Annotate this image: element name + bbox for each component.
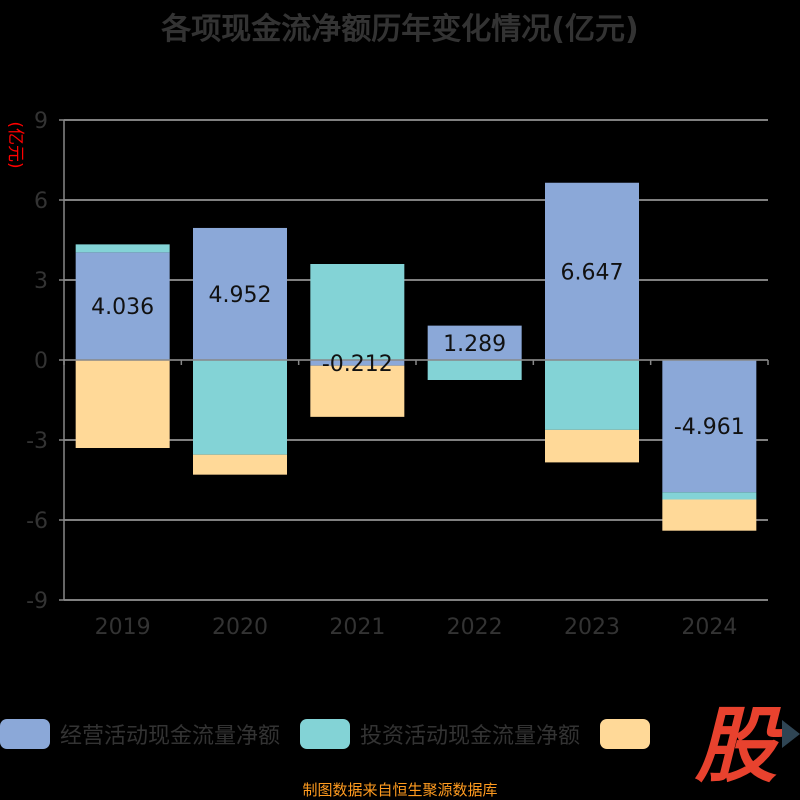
data-label-2022: 1.289 xyxy=(443,332,506,357)
bar-investing-2024[interactable] xyxy=(662,492,757,500)
bar-operating-2024[interactable] xyxy=(662,360,757,493)
y-tick-label: 6 xyxy=(34,189,48,214)
data-label-2019: 4.036 xyxy=(91,295,154,320)
x-tick-label-2022: 2022 xyxy=(447,615,503,640)
bar-operating-2022[interactable] xyxy=(427,325,522,360)
bar-investing-2022[interactable] xyxy=(427,360,522,380)
y-tick-label: 3 xyxy=(34,269,48,294)
legend-label-investing: 投资活动现金流量净额 xyxy=(360,724,581,749)
bar-investing-2021[interactable] xyxy=(310,264,405,360)
bar-operating-2023[interactable] xyxy=(545,182,639,360)
bar-investing-2023[interactable] xyxy=(545,360,639,430)
legend-swatch-operating xyxy=(0,719,50,749)
x-tick-label-2021: 2021 xyxy=(329,615,385,640)
legend: 经营活动现金流量净额 投资活动现金流量净额 xyxy=(0,716,680,752)
gupiao-logo-icon: 股 xyxy=(694,700,782,788)
bar-investing-2019[interactable] xyxy=(75,244,170,253)
y-tick-label: 0 xyxy=(34,349,48,374)
bar-financing-2023[interactable] xyxy=(545,429,639,463)
x-tick-label-2020: 2020 xyxy=(212,615,268,640)
bar-operating-2021[interactable] xyxy=(310,360,405,366)
data-label-2024: -4.961 xyxy=(674,415,745,440)
bar-financing-2024[interactable] xyxy=(662,499,757,531)
legend-item-financing[interactable] xyxy=(600,719,660,749)
bar-financing-2019[interactable] xyxy=(75,360,170,448)
bar-operating-2020[interactable] xyxy=(193,227,287,360)
legend-item-investing[interactable]: 投资活动现金流量净额 xyxy=(300,718,580,750)
data-label-2020: 4.952 xyxy=(209,283,272,308)
y-tick-label: -6 xyxy=(26,509,48,534)
bar-operating-2019[interactable] xyxy=(75,252,170,360)
chart-title: 各项现金流净额历年变化情况(亿元) xyxy=(161,12,639,47)
y-tick-label: 9 xyxy=(34,109,48,134)
y-tick-label: -3 xyxy=(26,429,48,454)
source-note: 制图数据来自恒生聚源数据库 xyxy=(302,781,498,799)
legend-label-operating: 经营活动现金流量净额 xyxy=(60,724,281,749)
y-axis-label: (亿元) xyxy=(5,121,25,168)
legend-next-arrow-icon[interactable] xyxy=(782,720,800,748)
legend-swatch-investing xyxy=(300,719,351,749)
x-tick-label-2019: 2019 xyxy=(95,615,151,640)
legend-item-operating[interactable]: 经营活动现金流量净额 xyxy=(0,718,280,750)
data-label-2023: 6.647 xyxy=(561,260,624,285)
bar-financing-2020[interactable] xyxy=(193,454,287,475)
bar-investing-2020[interactable] xyxy=(193,360,287,455)
legend-swatch-financing xyxy=(600,719,651,749)
x-tick-label-2023: 2023 xyxy=(564,615,620,640)
data-label-2021: -0.212 xyxy=(322,352,393,377)
logo-text: 股 xyxy=(694,700,782,788)
bar-financing-2021[interactable] xyxy=(310,365,405,417)
y-tick-label: -9 xyxy=(26,589,48,614)
x-tick-label-2024: 2024 xyxy=(681,615,737,640)
